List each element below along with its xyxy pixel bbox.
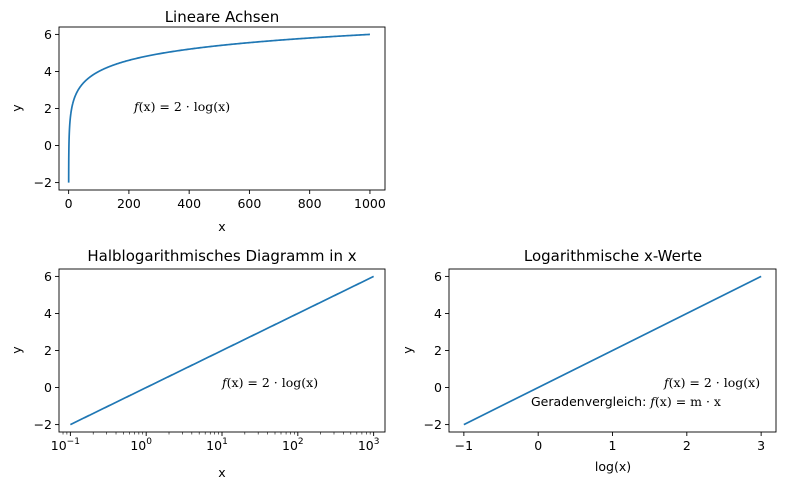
function-annotation: f(x) = 2 · log(x)	[221, 375, 318, 390]
series-line	[67, 33, 370, 183]
x-tick-label: 103	[358, 437, 380, 453]
y-tick-label: 6	[44, 269, 52, 284]
plot-frame	[58, 26, 386, 191]
y-tick-label: 2	[434, 343, 442, 358]
x-tick-label: 600	[237, 196, 261, 211]
chart-title: Logarithmische x-Werte	[524, 247, 702, 265]
y-tick-label: 4	[434, 306, 442, 321]
y-tick-label: 2	[44, 101, 52, 116]
x-axis-label: log(x)	[595, 459, 631, 474]
x-tick-label: 400	[177, 196, 201, 211]
y-tick-label: 6	[434, 269, 442, 284]
x-tick-label: 102	[282, 437, 304, 453]
x-tick-label: 100	[130, 437, 152, 453]
series-line	[463, 275, 762, 426]
y-ticks: −2 0 2 4 6	[34, 27, 59, 190]
x-tick-label: 1	[609, 438, 617, 453]
series-line	[69, 275, 375, 426]
y-tick-label: 2	[44, 343, 52, 358]
y-ticks: −2 0 2 4 6	[424, 269, 449, 432]
function-annotation: f(x) = 2 · log(x)	[133, 99, 230, 114]
x-tick-label: 800	[298, 196, 322, 211]
x-axis-label: x	[218, 219, 225, 234]
y-axis-label: y	[400, 346, 415, 354]
x-tick-label: 1000	[354, 196, 386, 211]
x-tick-label: 10−1	[51, 437, 80, 453]
y-tick-label: 4	[44, 306, 52, 321]
y-tick-label: 0	[44, 138, 52, 153]
x-tick-label: −1	[455, 438, 473, 453]
x-tick-label: 2	[683, 438, 691, 453]
function-annotation: f(x) = 2 · log(x)	[663, 375, 760, 390]
x-ticks: 10−1 100 101 102 103	[51, 432, 380, 453]
y-tick-label: 4	[44, 64, 52, 79]
x-tick-label: 200	[117, 196, 141, 211]
y-tick-label: −2	[34, 417, 52, 432]
x-tick-label: 3	[757, 438, 765, 453]
chart-title: Halblogarithmisches Diagramm in x	[87, 247, 356, 265]
y-tick-label: 0	[44, 380, 52, 395]
chart-title: Lineare Achsen	[165, 8, 280, 26]
x-tick-label: 101	[206, 437, 228, 453]
y-tick-label: 0	[434, 380, 442, 395]
y-axis-label: y	[9, 104, 24, 112]
plot-frame	[448, 268, 777, 433]
panel-semilog-x: Halblogarithmisches Diagramm in x −2 0 2 4 6…	[9, 247, 386, 480]
x-ticks: −1 0 1 2 3	[455, 432, 765, 453]
x-tick-label: 0	[534, 438, 542, 453]
x-tick-label: 0	[65, 196, 73, 211]
x-axis-label: x	[218, 465, 225, 480]
y-ticks: −2 0 2 4 6	[34, 269, 59, 432]
y-tick-label: −2	[34, 175, 52, 190]
y-tick-label: −2	[424, 417, 442, 432]
plot-frame	[58, 268, 386, 433]
panel-log-x-values: Logarithmische x-Werte −2 0 2 4 6 −1 0 1 2 3 log…	[400, 247, 777, 474]
x-ticks: 0 200 400 600 800 1000	[65, 190, 386, 211]
y-axis-label: y	[9, 346, 24, 354]
y-tick-label: 6	[44, 27, 52, 42]
line-comparison-annotation: Geradenvergleich: f(x) = m · x	[531, 394, 721, 409]
